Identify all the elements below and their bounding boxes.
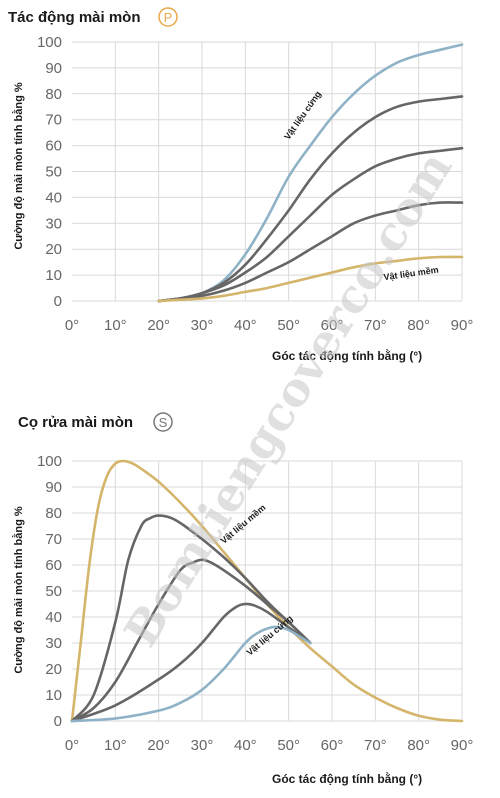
x-tick-label: 80° (407, 317, 430, 334)
y-tick-label: 40 (45, 609, 62, 626)
y-tick-label: 70 (45, 112, 62, 129)
x-axis-label: Góc tác động tính bằng (°) (272, 771, 422, 786)
chart-title: Cọ rửa mài mòn (18, 414, 133, 431)
x-tick-label: 30° (191, 737, 214, 754)
x-tick-label: 0° (65, 317, 79, 334)
series-lines (70, 459, 464, 723)
series-line-3 (70, 558, 312, 723)
badge-letter: P (164, 10, 173, 25)
y-tick-label: 50 (45, 164, 62, 181)
y-tick-label: 80 (45, 86, 62, 103)
series-line-4 (70, 602, 312, 723)
x-tick-label: 70° (364, 317, 387, 334)
badge-circle (153, 412, 173, 432)
series-line-1 (70, 459, 464, 723)
y-tick-label: 60 (45, 557, 62, 574)
x-tick-label: 80° (407, 737, 430, 754)
y-tick-label: 10 (45, 687, 62, 704)
x-tick-label: 0° (65, 737, 79, 754)
y-tick-labels: 0 10 20 30 40 50 60 70 80 90 100 (37, 34, 62, 310)
series-line-5 (70, 625, 312, 723)
x-tick-label: 50° (277, 737, 300, 754)
x-tick-label: 40° (234, 737, 257, 754)
badge-letter: S (159, 415, 168, 430)
series-line-3 (157, 146, 464, 303)
x-tick-label: 10° (104, 317, 127, 334)
y-tick-label: 100 (37, 453, 62, 470)
y-axis-label: Cường độ mài mòn tính bằng % (12, 506, 25, 674)
watermark: Bomtiengcoverco.com (114, 142, 463, 656)
series-line-5 (157, 255, 464, 303)
chart-impact-wear: Tác động mài mòn P 0 10 20 30 40 50 60 70 80 90 10… (8, 7, 474, 363)
chart-title: Tác động mài mòn (8, 9, 141, 26)
y-tick-label: 20 (45, 241, 62, 258)
x-tick-labels: 0° 10° 20° 30° 40° 50° 60° 70° 80° 90° (65, 317, 474, 334)
gridlines (72, 460, 463, 722)
x-tick-label: 60° (321, 317, 344, 334)
series-lines (157, 43, 464, 303)
y-tick-label: 30 (45, 635, 62, 652)
x-tick-label: 10° (104, 737, 127, 754)
y-tick-label: 20 (45, 661, 62, 678)
x-tick-label: 90° (451, 737, 474, 754)
x-tick-label: 20° (147, 737, 170, 754)
y-tick-label: 0 (54, 713, 62, 730)
x-tick-label: 60° (321, 737, 344, 754)
series-line-4 (157, 201, 464, 303)
y-tick-label: 90 (45, 479, 62, 496)
y-tick-label: 0 (54, 293, 62, 310)
x-axis-label: Góc tác động tính bằng (°) (272, 348, 422, 363)
y-tick-label: 90 (45, 60, 62, 77)
y-tick-labels: 0 10 20 30 40 50 60 70 80 90 100 (37, 453, 62, 730)
x-tick-labels: 0° 10° 20° 30° 40° 50° 60° 70° 80° 90° (65, 737, 474, 754)
x-tick-label: 30° (191, 317, 214, 334)
y-tick-label: 10 (45, 267, 62, 284)
gridlines (72, 41, 463, 302)
badge-circle (158, 7, 178, 27)
x-tick-label: 70° (364, 737, 387, 754)
y-tick-label: 50 (45, 583, 62, 600)
y-tick-label: 70 (45, 531, 62, 548)
y-tick-label: 100 (37, 34, 62, 51)
y-tick-label: 80 (45, 505, 62, 522)
y-tick-label: 30 (45, 215, 62, 232)
y-tick-label: 60 (45, 138, 62, 155)
x-tick-label: 50° (277, 317, 300, 334)
y-tick-label: 40 (45, 189, 62, 206)
x-tick-label: 90° (451, 317, 474, 334)
x-tick-label: 40° (234, 317, 257, 334)
y-axis-label: Cường độ mài mòn tính bằng % (12, 82, 25, 250)
x-tick-label: 20° (147, 317, 170, 334)
series-line-2 (70, 514, 312, 723)
